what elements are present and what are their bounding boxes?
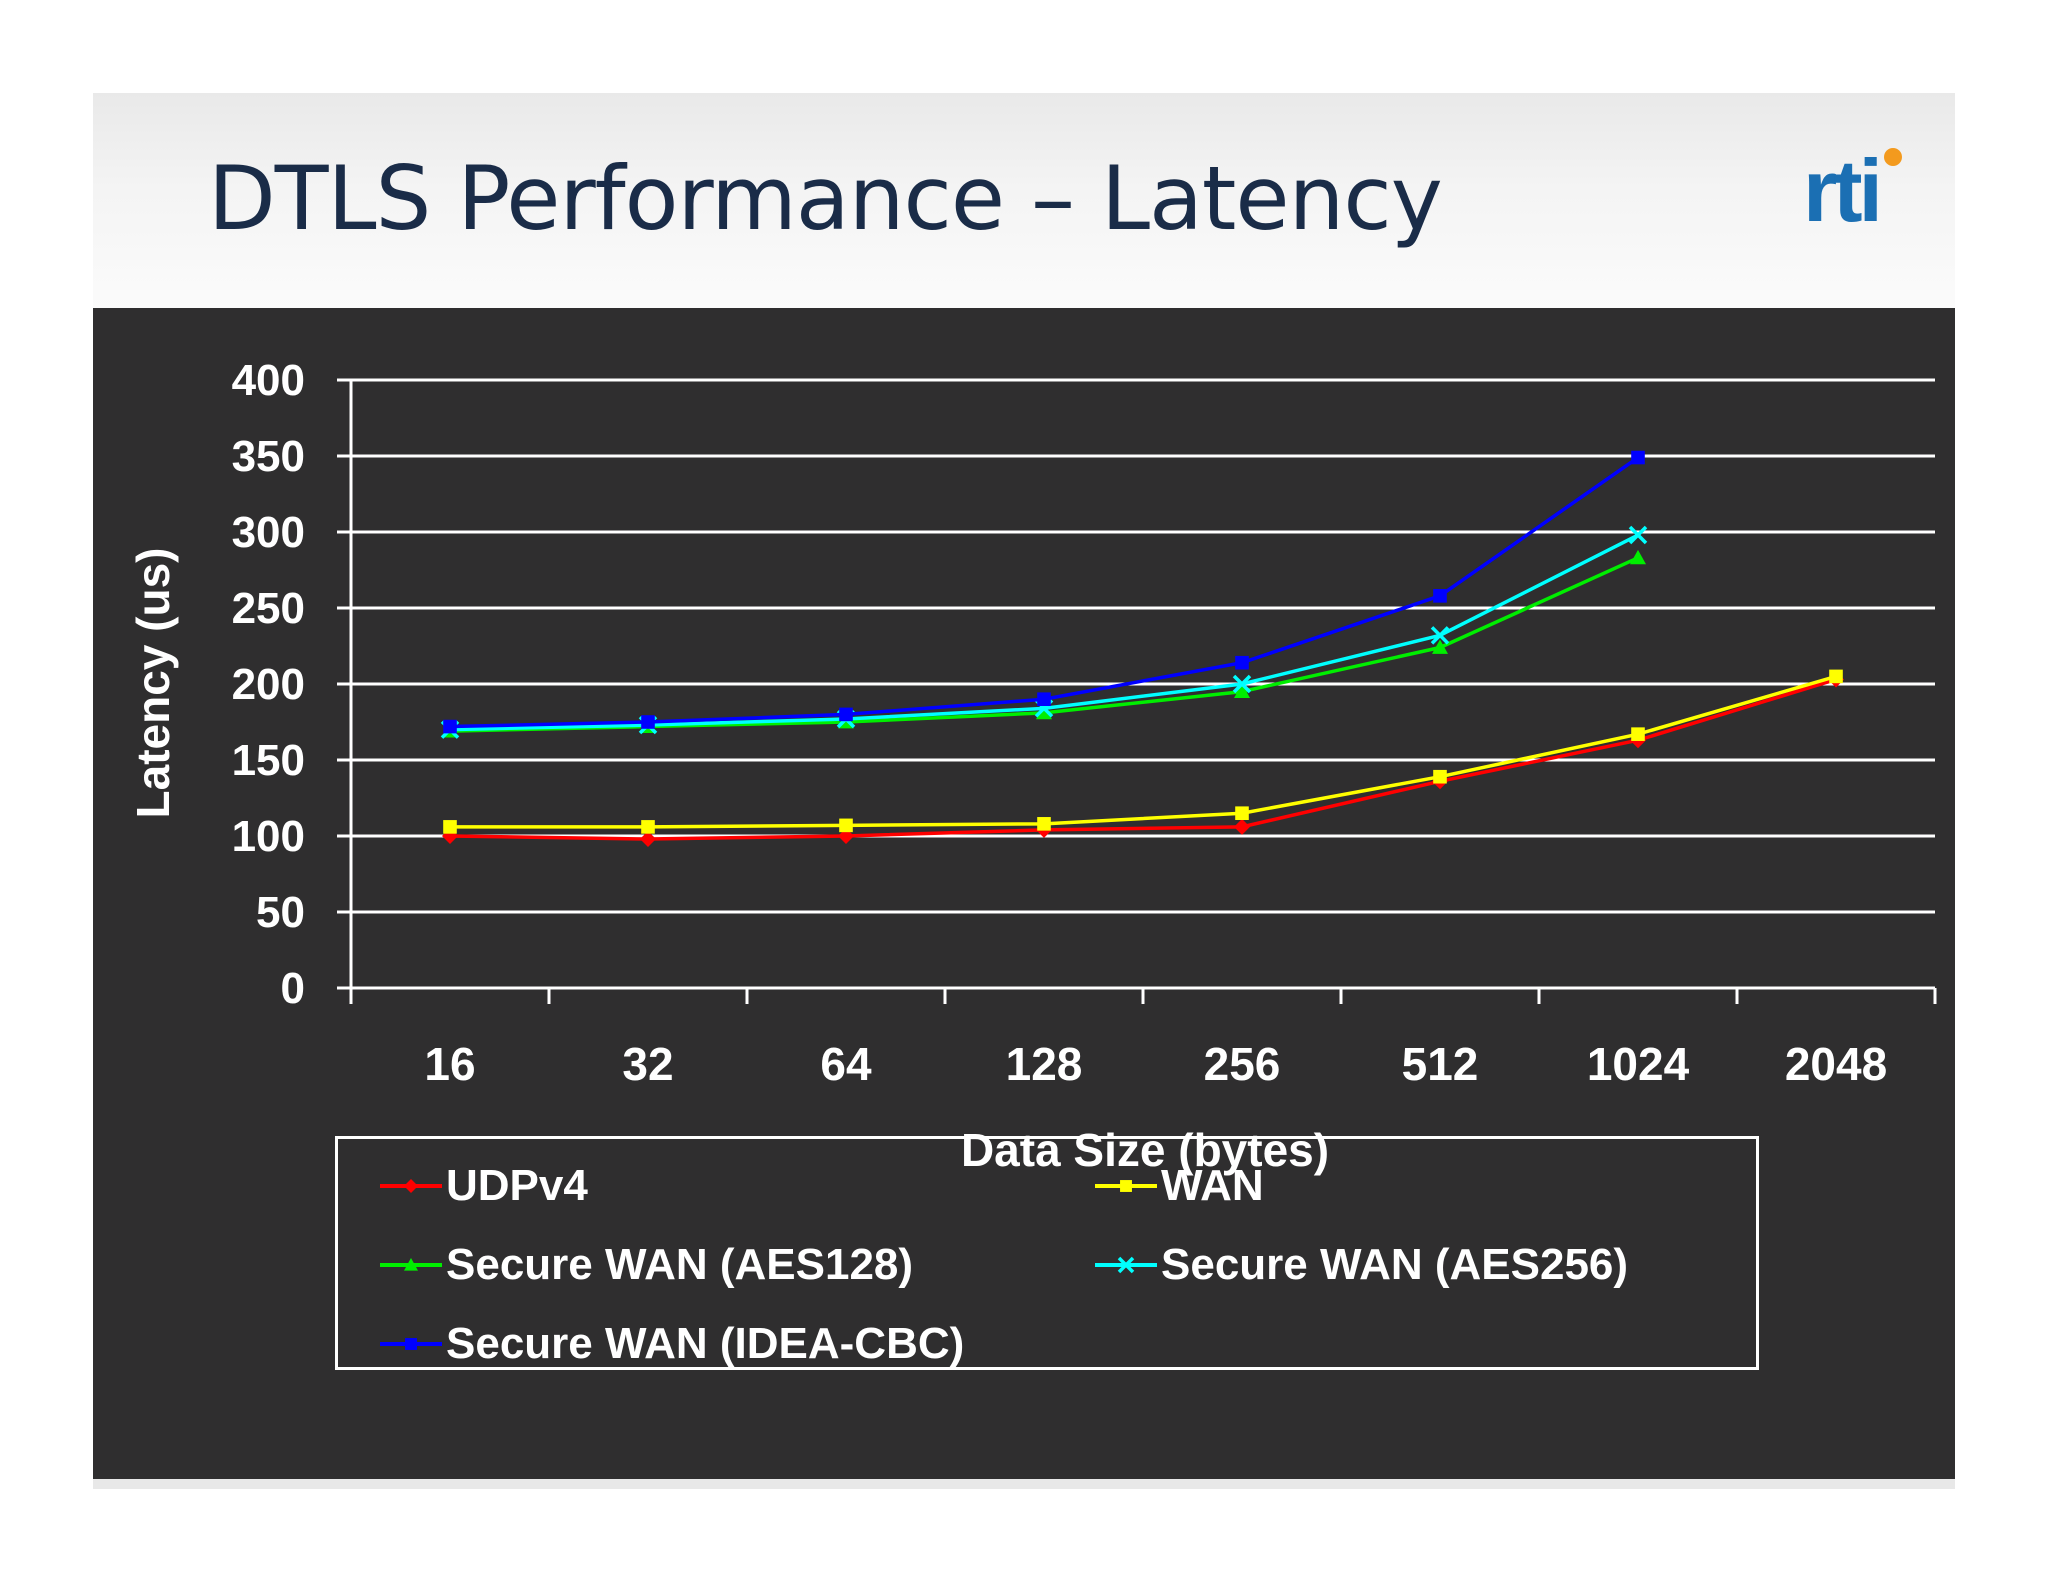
legend-swatch-marker bbox=[405, 1338, 417, 1350]
legend: UDPv4 WAN Secure WAN (AES128) Secure WAN (A… bbox=[335, 1136, 1759, 1370]
data-point-secure-wan-idea-cbc bbox=[443, 719, 457, 734]
legend-label: WAN bbox=[1161, 1161, 1264, 1210]
legend-swatch bbox=[380, 1258, 442, 1271]
rti-logo-text: rti bbox=[1803, 143, 1879, 233]
legend-swatch-marker bbox=[1120, 1180, 1132, 1192]
data-point-secure-wan-aes256-stroke bbox=[1628, 525, 1648, 545]
series-secure-wan-aes256 bbox=[440, 525, 1648, 739]
y-axis-title: Latency (us) bbox=[127, 548, 179, 819]
legend-item: UDPv4 bbox=[380, 1159, 588, 1213]
data-point-secure-wan-idea-cbc bbox=[1631, 450, 1645, 465]
data-point-wan bbox=[1631, 727, 1645, 741]
y-tick-label: 0 bbox=[281, 964, 305, 1013]
data-point-secure-wan-aes256-stroke bbox=[1232, 674, 1252, 694]
legend-swatch bbox=[1095, 1180, 1157, 1192]
x-tick-label: 16 bbox=[424, 1038, 475, 1090]
legend-swatch bbox=[1095, 1256, 1157, 1274]
series-line-udpv4 bbox=[449, 677, 1837, 841]
legend-item: Secure WAN (AES256) bbox=[1095, 1238, 1628, 1292]
legend-label: Secure WAN (AES256) bbox=[1161, 1240, 1629, 1289]
slide-header: DTLS Performance – Latency rti bbox=[93, 93, 1955, 308]
data-point-wan bbox=[1433, 769, 1447, 784]
grid-lines bbox=[351, 378, 1935, 914]
x-tick-label: 64 bbox=[820, 1038, 872, 1090]
data-point-udpv4 bbox=[1234, 818, 1250, 835]
axis-labels: Data Size (bytes) Latency (us) 0 50 100 150… bbox=[127, 356, 1887, 1176]
legend-label: Secure WAN (AES128) bbox=[446, 1240, 914, 1289]
axes bbox=[337, 378, 1937, 1004]
y-tick-label: 200 bbox=[232, 660, 305, 709]
x-tick-label: 128 bbox=[1006, 1038, 1083, 1090]
legend-swatch bbox=[380, 1179, 442, 1193]
x-tick-label: 2048 bbox=[1785, 1038, 1887, 1090]
x-tick-label: 256 bbox=[1204, 1038, 1281, 1090]
legend-swatch bbox=[380, 1338, 442, 1350]
series bbox=[440, 450, 1844, 848]
legend-swatch-marker-stroke bbox=[1117, 1256, 1135, 1274]
series-line-wan bbox=[450, 674, 1837, 829]
series-secure-wan-idea-cbc bbox=[443, 450, 1645, 734]
y-tick-label: 100 bbox=[232, 812, 305, 861]
data-point-wan bbox=[1235, 806, 1249, 820]
data-point-secure-wan-aes256-stroke bbox=[1430, 626, 1450, 645]
x-tick-label: 512 bbox=[1402, 1038, 1479, 1090]
legend-item: Secure WAN (IDEA-CBC) bbox=[380, 1317, 964, 1371]
data-point-secure-wan-idea-cbc bbox=[1235, 655, 1249, 670]
data-point-wan bbox=[443, 820, 457, 834]
legend-item: WAN bbox=[1095, 1159, 1264, 1213]
data-point-secure-wan-idea-cbc bbox=[1433, 589, 1447, 603]
y-tick-label: 350 bbox=[232, 432, 305, 481]
data-point-wan bbox=[1829, 669, 1843, 684]
data-point-secure-wan-idea-cbc bbox=[1037, 692, 1051, 706]
y-tick-label: 300 bbox=[232, 508, 305, 557]
y-tick-label: 400 bbox=[232, 356, 305, 405]
x-axis-title: Data Size (bytes) bbox=[961, 1124, 1329, 1176]
data-point-secure-wan-aes128 bbox=[1432, 639, 1448, 654]
data-point-wan bbox=[839, 818, 853, 833]
rti-logo: rti bbox=[1803, 143, 1902, 233]
x-tick-label: 1024 bbox=[1587, 1038, 1690, 1090]
data-point-wan bbox=[641, 820, 655, 834]
slide-title: DTLS Performance – Latency bbox=[208, 147, 1443, 250]
slide-footer bbox=[93, 1479, 1955, 1489]
data-point-secure-wan-aes128 bbox=[1036, 704, 1052, 720]
data-point-secure-wan-aes128 bbox=[1630, 549, 1646, 565]
data-point-secure-wan-aes256 bbox=[1628, 525, 1648, 545]
data-point-wan bbox=[1037, 817, 1051, 831]
rti-logo-dot bbox=[1884, 148, 1902, 166]
series-wan bbox=[443, 669, 1843, 834]
data-point-secure-wan-idea-cbc bbox=[641, 715, 655, 729]
y-tick-label: 250 bbox=[232, 584, 305, 633]
legend-swatch-marker bbox=[1117, 1256, 1135, 1274]
data-point-secure-wan-aes256 bbox=[1430, 626, 1450, 645]
data-point-secure-wan-idea-cbc bbox=[839, 707, 853, 722]
legend-item: Secure WAN (AES128) bbox=[380, 1238, 913, 1292]
legend-label: Secure WAN (IDEA-CBC) bbox=[446, 1319, 965, 1368]
data-point-udpv4 bbox=[640, 831, 656, 848]
data-point-secure-wan-aes128 bbox=[1234, 683, 1250, 698]
y-tick-label: 150 bbox=[232, 736, 305, 785]
series-line-secure-wan-idea-cbc bbox=[449, 456, 1640, 729]
legend-label: UDPv4 bbox=[446, 1161, 588, 1210]
x-tick-label: 32 bbox=[622, 1038, 673, 1090]
legend-swatch-marker bbox=[404, 1179, 418, 1193]
slide: DTLS Performance – Latency rti bbox=[93, 93, 1955, 1489]
data-point-secure-wan-aes256 bbox=[1232, 674, 1252, 694]
y-tick-label: 50 bbox=[256, 888, 305, 937]
legend-swatch-marker bbox=[404, 1258, 418, 1271]
